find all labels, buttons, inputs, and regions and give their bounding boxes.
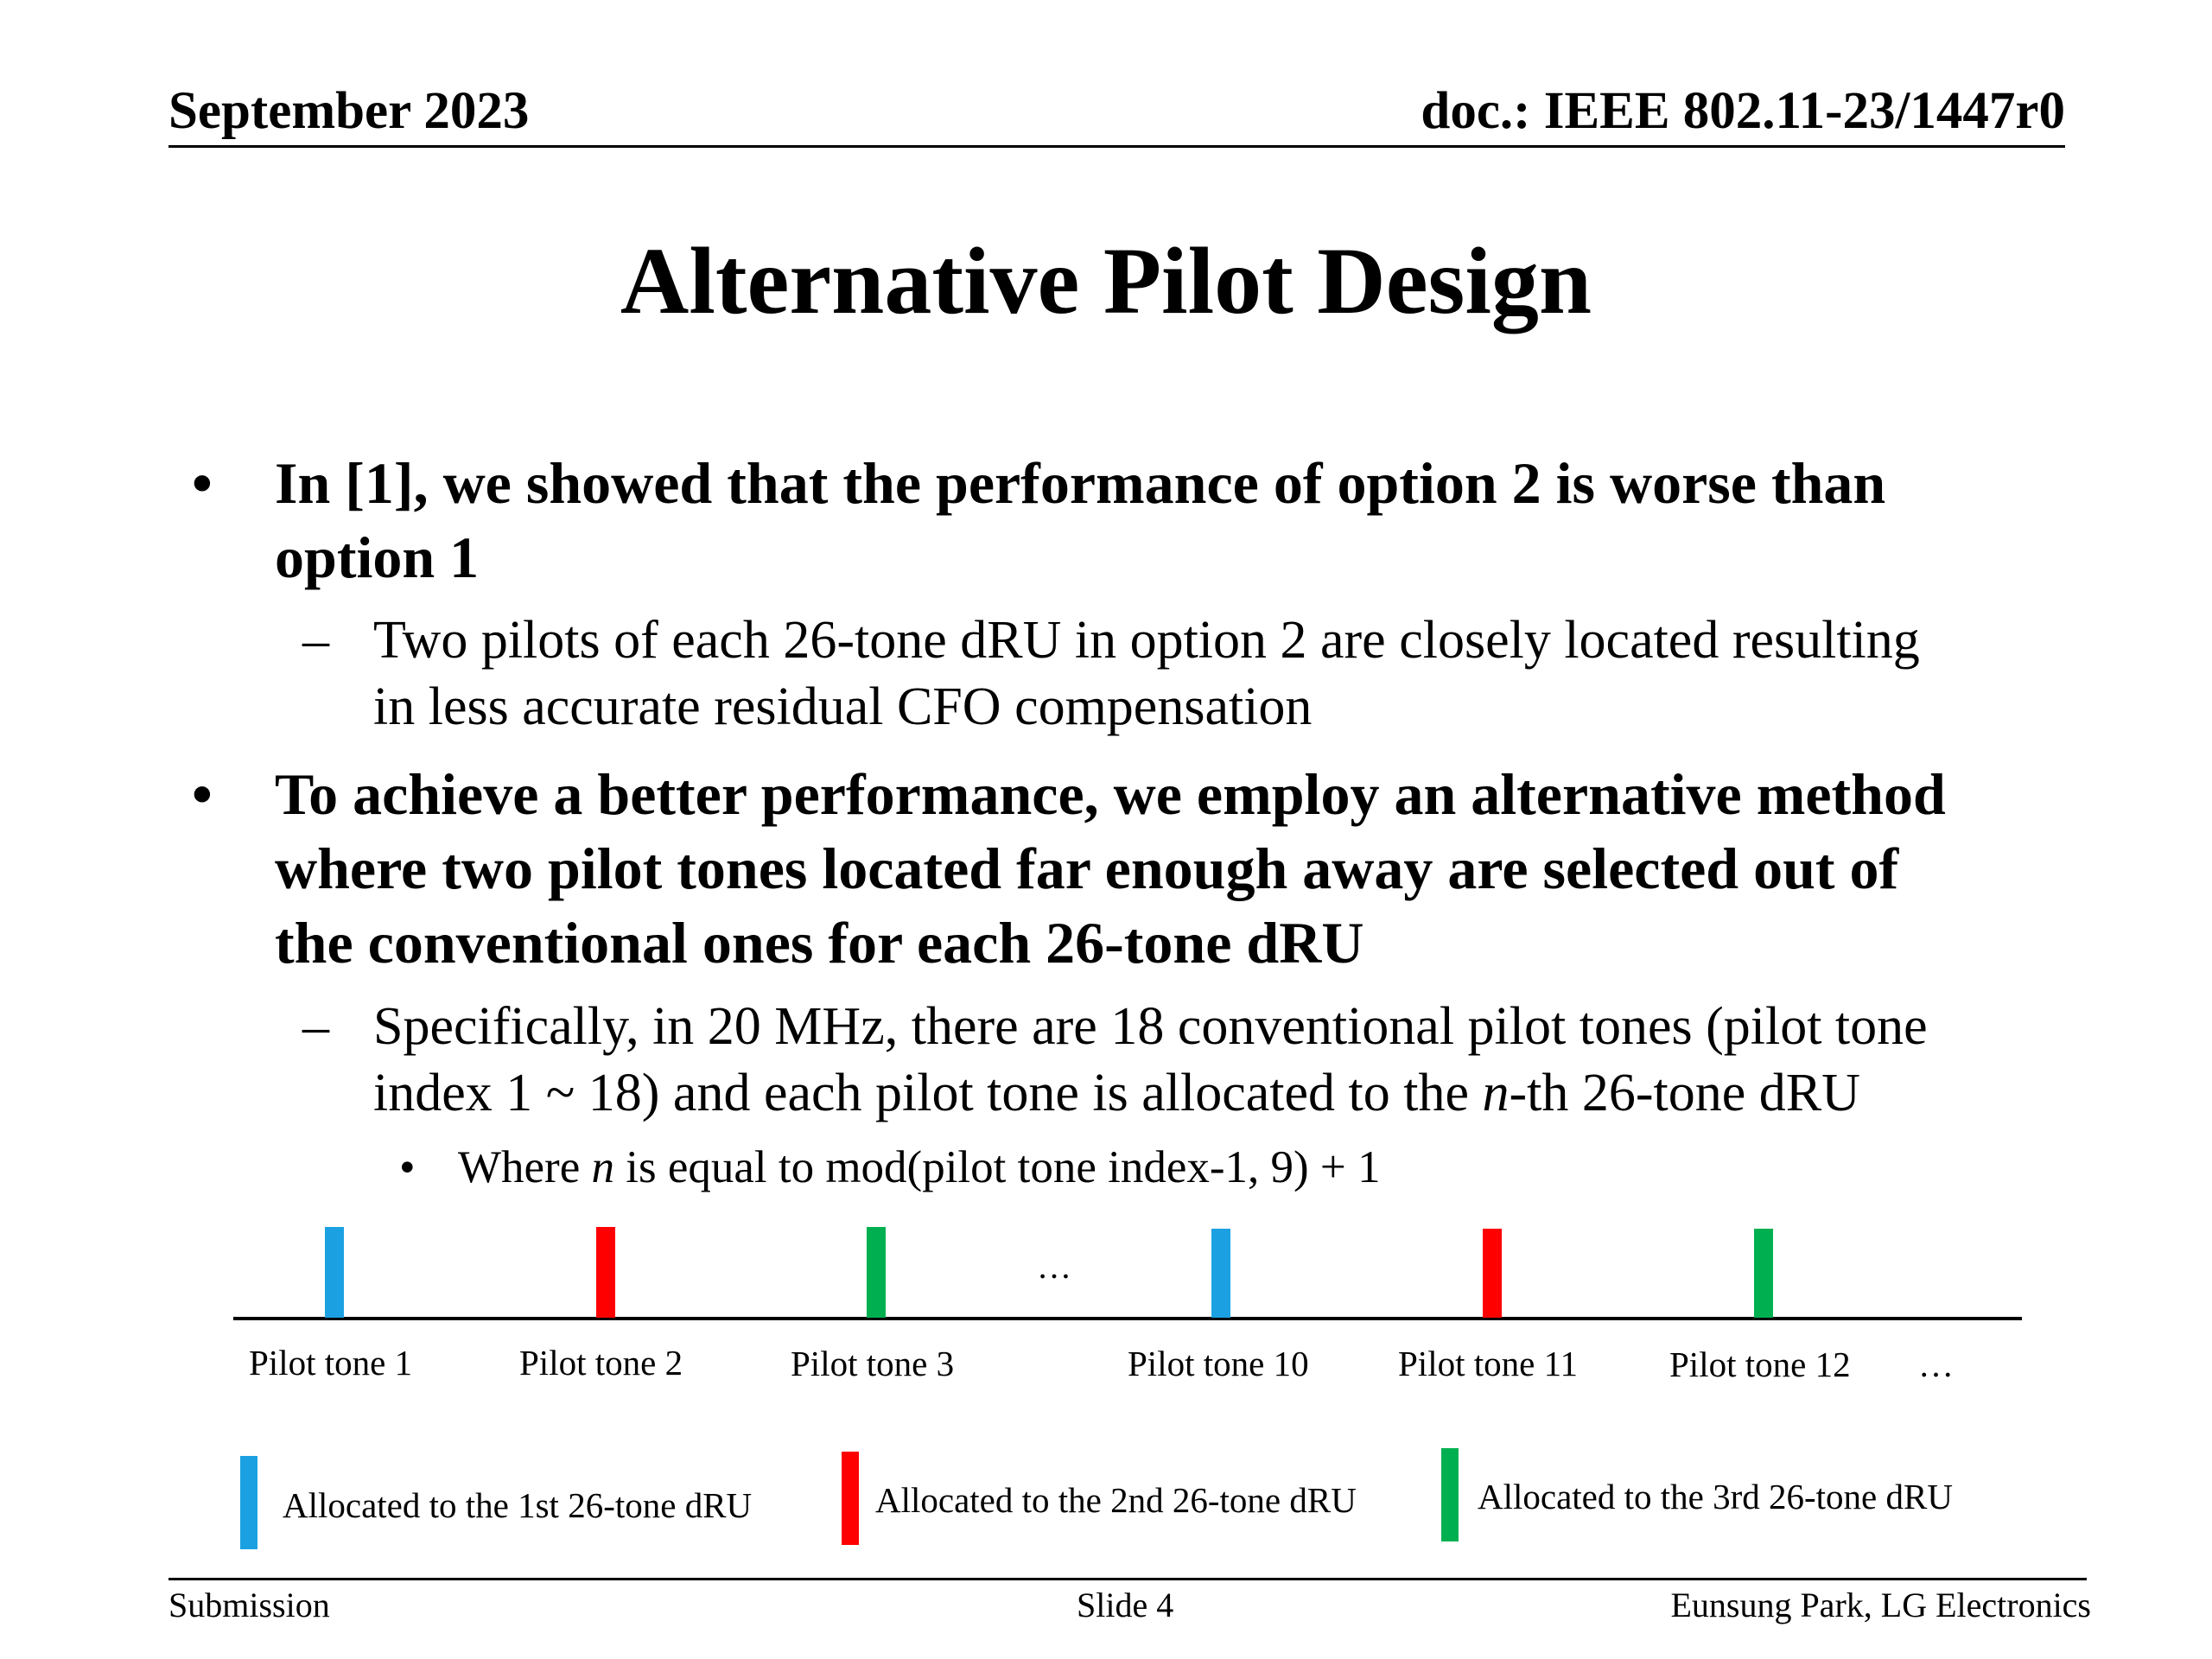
gap-ellipsis: … (1037, 1247, 1071, 1286)
sub-bullet-1-marker: – (302, 611, 329, 670)
sub-bullet-2-line-2-end: -th 26-tone dRU (1509, 1064, 1860, 1122)
sub-bullet-1-text: Two pilots of each 26-tone dRU in option… (373, 607, 1920, 741)
sub-bullet-1-line-1: Two pilots of each 26-tone dRU in option… (373, 611, 1920, 670)
pilot-tone-10-bar (1211, 1229, 1230, 1318)
slide-title: Alternative Pilot Design (620, 228, 1592, 334)
pilot-tone-11-bar (1483, 1229, 1502, 1318)
variable-n-2: n (591, 1142, 614, 1192)
pilot-tone-11-label: Pilot tone 11 (1398, 1344, 1579, 1383)
legend-swatch-3rd-dru (1441, 1448, 1459, 1541)
pilot-tone-12-bar (1754, 1229, 1773, 1318)
sub-sub-bullet-end: is equal to mod(pilot tone index-1, 9) +… (613, 1142, 1381, 1192)
bullet-2-text: To achieve a better performance, we empl… (275, 757, 1946, 980)
pilot-tone-12-label: Pilot tone 12 (1669, 1344, 1851, 1384)
header-rule (168, 145, 2065, 148)
trailing-ellipsis: … (1918, 1344, 1954, 1384)
legend-swatch-2nd-dru (842, 1452, 859, 1545)
sub-sub-bullet-marker: • (399, 1142, 416, 1192)
bullet-2-line-2: where two pilot tones located far enough… (275, 836, 1899, 901)
legend-swatch-1st-dru (240, 1456, 257, 1549)
footer-submission: Submission (168, 1586, 330, 1624)
sub-bullet-2-marker: – (302, 997, 329, 1056)
pilot-tone-3-label: Pilot tone 3 (791, 1344, 955, 1383)
footer-rule (168, 1578, 2087, 1580)
header-date: September 2023 (168, 82, 530, 140)
footer-author: Eunsung Park, LG Electronics (1670, 1586, 2091, 1624)
pilot-tone-10-label: Pilot tone 10 (1128, 1344, 1309, 1383)
bullet-1-line-2: option 1 (275, 524, 480, 590)
legend-label-1st-dru: Allocated to the 1st 26-tone dRU (283, 1485, 753, 1525)
pilot-tone-2-bar (596, 1227, 615, 1318)
sub-bullet-2-line-1: Specifically, in 20 MHz, there are 18 co… (373, 997, 1928, 1056)
bullet-1-text: In [1], we showed that the performance o… (275, 446, 1885, 594)
legend-label-2nd-dru: Allocated to the 2nd 26-tone dRU (875, 1480, 1357, 1520)
pilot-tone-3-bar (867, 1227, 886, 1318)
sub-bullet-1-line-2: in less accurate residual CFO compensati… (373, 677, 1313, 736)
sub-sub-bullet-text: Where n is equal to mod(pilot tone index… (458, 1139, 1381, 1196)
header-doc-id: doc.: IEEE 802.11-23/1447r0 (1421, 82, 2065, 140)
bullet-2-line-1: To achieve a better performance, we empl… (275, 761, 1946, 827)
sub-bullet-2-line-2: index 1 ~ 18) and each pilot tone is all… (373, 1060, 1928, 1127)
pilot-tone-1-label: Pilot tone 1 (249, 1343, 413, 1382)
bullet-1-line-1: In [1], we showed that the performance o… (275, 450, 1886, 516)
sub-bullet-2-text: Specifically, in 20 MHz, there are 18 co… (373, 994, 1928, 1127)
sub-bullet-2-line-2-start: index 1 ~ 18) and each pilot tone is all… (373, 1064, 1483, 1122)
bullet-2-line-3: the conventional ones for each 26-tone d… (275, 910, 1364, 976)
footer-slide-number: Slide 4 (1077, 1586, 1174, 1624)
legend-label-3rd-dru: Allocated to the 3rd 26-tone dRU (1478, 1477, 1953, 1516)
bullet-2-marker: • (192, 761, 213, 827)
frequency-axis-line (233, 1317, 2022, 1320)
pilot-tone-2-label: Pilot tone 2 (519, 1343, 683, 1382)
pilot-tone-1-bar (325, 1227, 344, 1318)
variable-n: n (1482, 1064, 1510, 1122)
bullet-1-marker: • (192, 450, 213, 516)
sub-sub-bullet-start: Where (458, 1142, 592, 1192)
